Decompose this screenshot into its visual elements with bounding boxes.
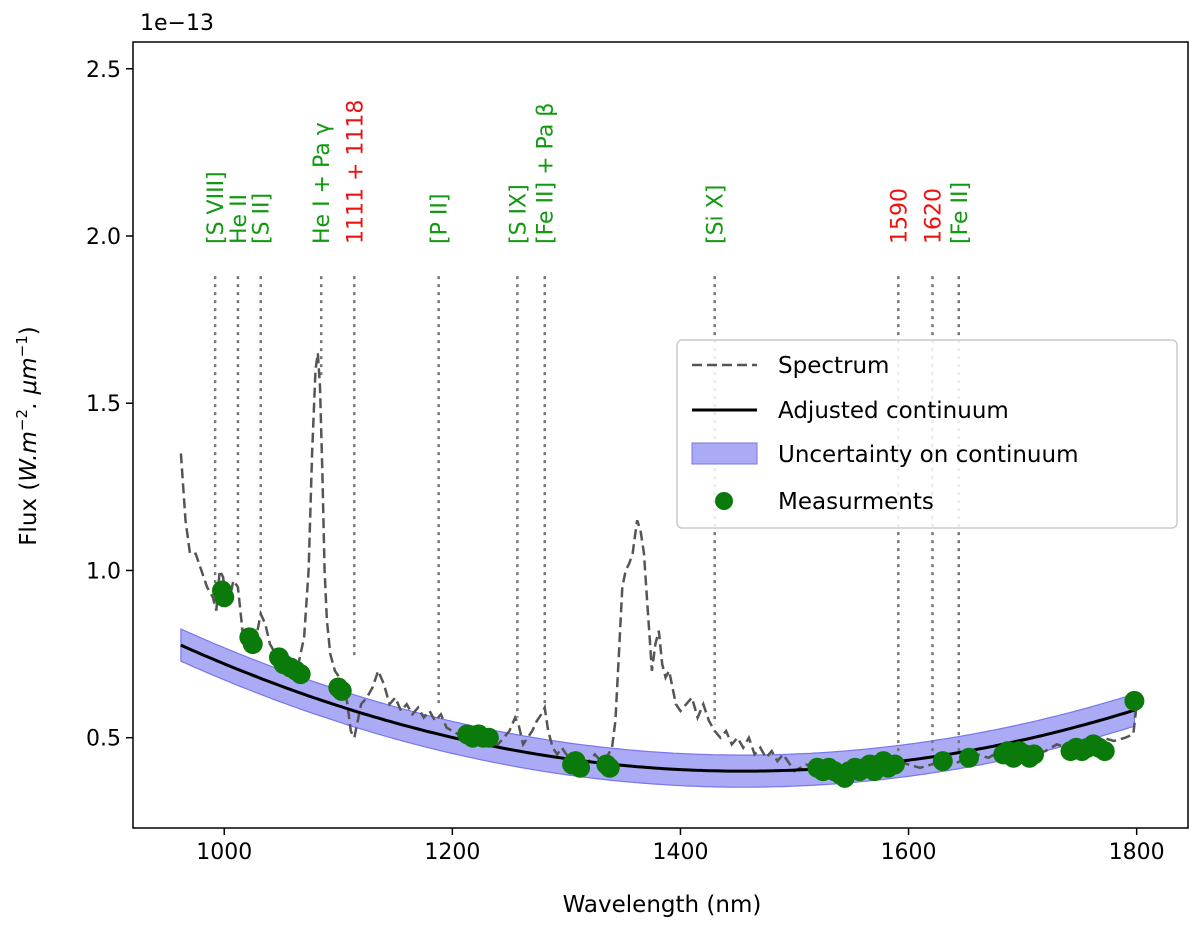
y-tick-label: 1.0 bbox=[86, 559, 121, 584]
legend-continuum-label: Adjusted continuum bbox=[778, 398, 1009, 424]
legend-measurements-swatch bbox=[715, 492, 733, 510]
emission-line-label: 1620 bbox=[922, 188, 947, 244]
legend-band-swatch bbox=[691, 442, 758, 465]
legend-measurements-label: Measurments bbox=[778, 489, 934, 515]
emission-line-label: [S II] bbox=[250, 193, 275, 244]
measurement-point bbox=[214, 587, 235, 608]
measurement-point bbox=[884, 754, 905, 775]
y-tick-label: 2.0 bbox=[86, 225, 121, 250]
emission-line-label: 1590 bbox=[887, 188, 912, 244]
legend: Spectrum Adjusted continuum Uncertainty … bbox=[676, 339, 1178, 529]
emission-line-label: [Fe II] bbox=[948, 182, 973, 244]
x-tick-label: 1600 bbox=[881, 840, 937, 865]
measurement-point bbox=[478, 727, 499, 748]
emission-line-label: 1111 + 1118 bbox=[343, 100, 368, 244]
legend-spectrum-label: Spectrum bbox=[778, 353, 889, 379]
plot-frame bbox=[132, 41, 1189, 829]
x-axis-title: Wavelength (nm) bbox=[563, 892, 762, 918]
continuum-series bbox=[180, 643, 1135, 773]
measurement-point bbox=[242, 634, 263, 655]
emission-line-label: [P II] bbox=[428, 194, 453, 244]
uncertainty-band bbox=[180, 628, 1136, 788]
measurement-point bbox=[1024, 744, 1045, 765]
emission-line-label: He I + Pa γ bbox=[310, 122, 335, 244]
x-tick-label: 1000 bbox=[196, 840, 252, 865]
measurement-point bbox=[290, 664, 311, 685]
emission-line-label: [Si X] bbox=[704, 185, 729, 244]
measurement-point bbox=[599, 757, 620, 778]
y-offset-text: 1e−13 bbox=[140, 11, 214, 36]
measurement-point bbox=[1094, 741, 1115, 762]
legend-band-label: Uncertainty on continuum bbox=[778, 442, 1078, 468]
measurement-point bbox=[959, 747, 980, 768]
legend-frame bbox=[676, 339, 1178, 529]
x-tick-label: 1200 bbox=[424, 840, 480, 865]
emission-line-label: [Fe II] + Pa β bbox=[534, 103, 559, 244]
measurement-point bbox=[932, 751, 953, 772]
y-tick-label: 1.5 bbox=[86, 392, 121, 417]
y-tick-label: 0.5 bbox=[86, 727, 121, 752]
measurement-point bbox=[570, 757, 591, 778]
x-tick-label: 1400 bbox=[652, 840, 708, 865]
measurement-point bbox=[1124, 690, 1145, 711]
x-tick-label: 1800 bbox=[1109, 840, 1165, 865]
y-axis-title: Flux (W.m−2. μm−1) bbox=[13, 326, 42, 546]
emission-line-label: [S IX] bbox=[506, 184, 531, 244]
y-tick-label: 2.5 bbox=[86, 58, 121, 83]
measurement-point bbox=[331, 680, 352, 701]
emission-line-label: He II bbox=[227, 194, 252, 244]
emission-line-label: [S VIII] bbox=[204, 171, 229, 244]
